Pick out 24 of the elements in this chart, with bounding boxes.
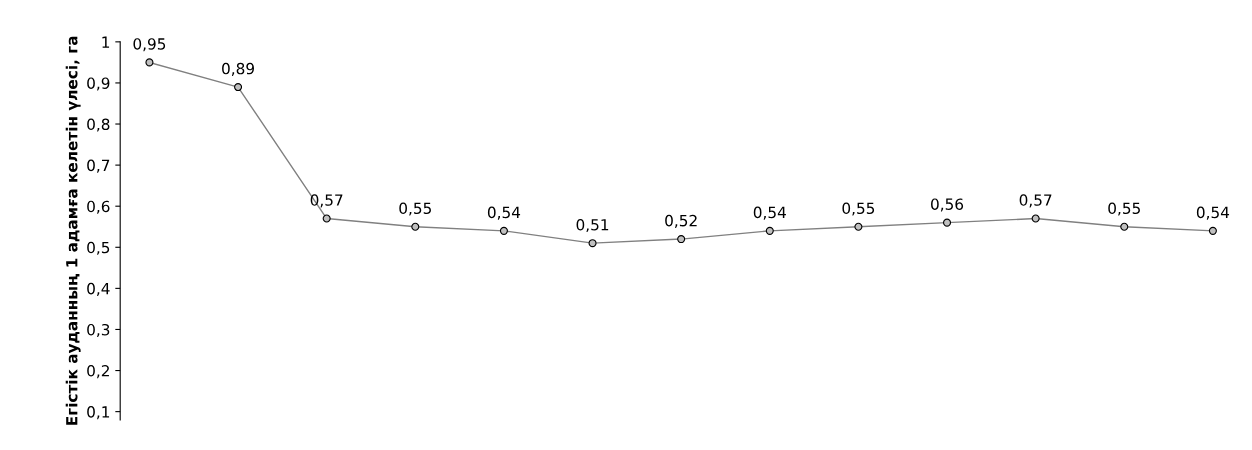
y-tick-label: 0,7 [87,159,110,173]
data-label: 0,89 [222,62,254,76]
data-label: 0,55 [842,202,875,216]
data-label: 0,57 [310,194,343,208]
y-tick-label: 0,2 [87,365,109,379]
data-label: 0,95 [133,38,166,52]
data-label: 0,54 [487,206,521,220]
data-label: 0,55 [1108,202,1140,216]
data-label: 0,56 [931,198,964,212]
y-tick-label: 0,8 [87,118,110,132]
y-tick-label: 0,9 [87,77,110,91]
data-label: 0,51 [576,218,609,233]
y-axis-title: Егістік ауданның 1 адамға келетін үлесі, га [65,36,81,425]
data-label: 0,55 [399,202,431,216]
data-label: 0,54 [1196,206,1230,220]
y-tick-label: 0,6 [87,200,110,214]
y-tick-label: 0,1 [87,406,110,420]
y-tick-label: 0,4 [87,282,110,296]
y-tick-label: 0,5 [87,241,110,255]
data-label: 0,52 [665,214,697,228]
data-label: 0,57 [1019,194,1052,208]
data-label: 0,54 [753,206,786,220]
y-tick-label: 0,3 [87,323,110,338]
y-tick-label: 1 [102,36,110,48]
